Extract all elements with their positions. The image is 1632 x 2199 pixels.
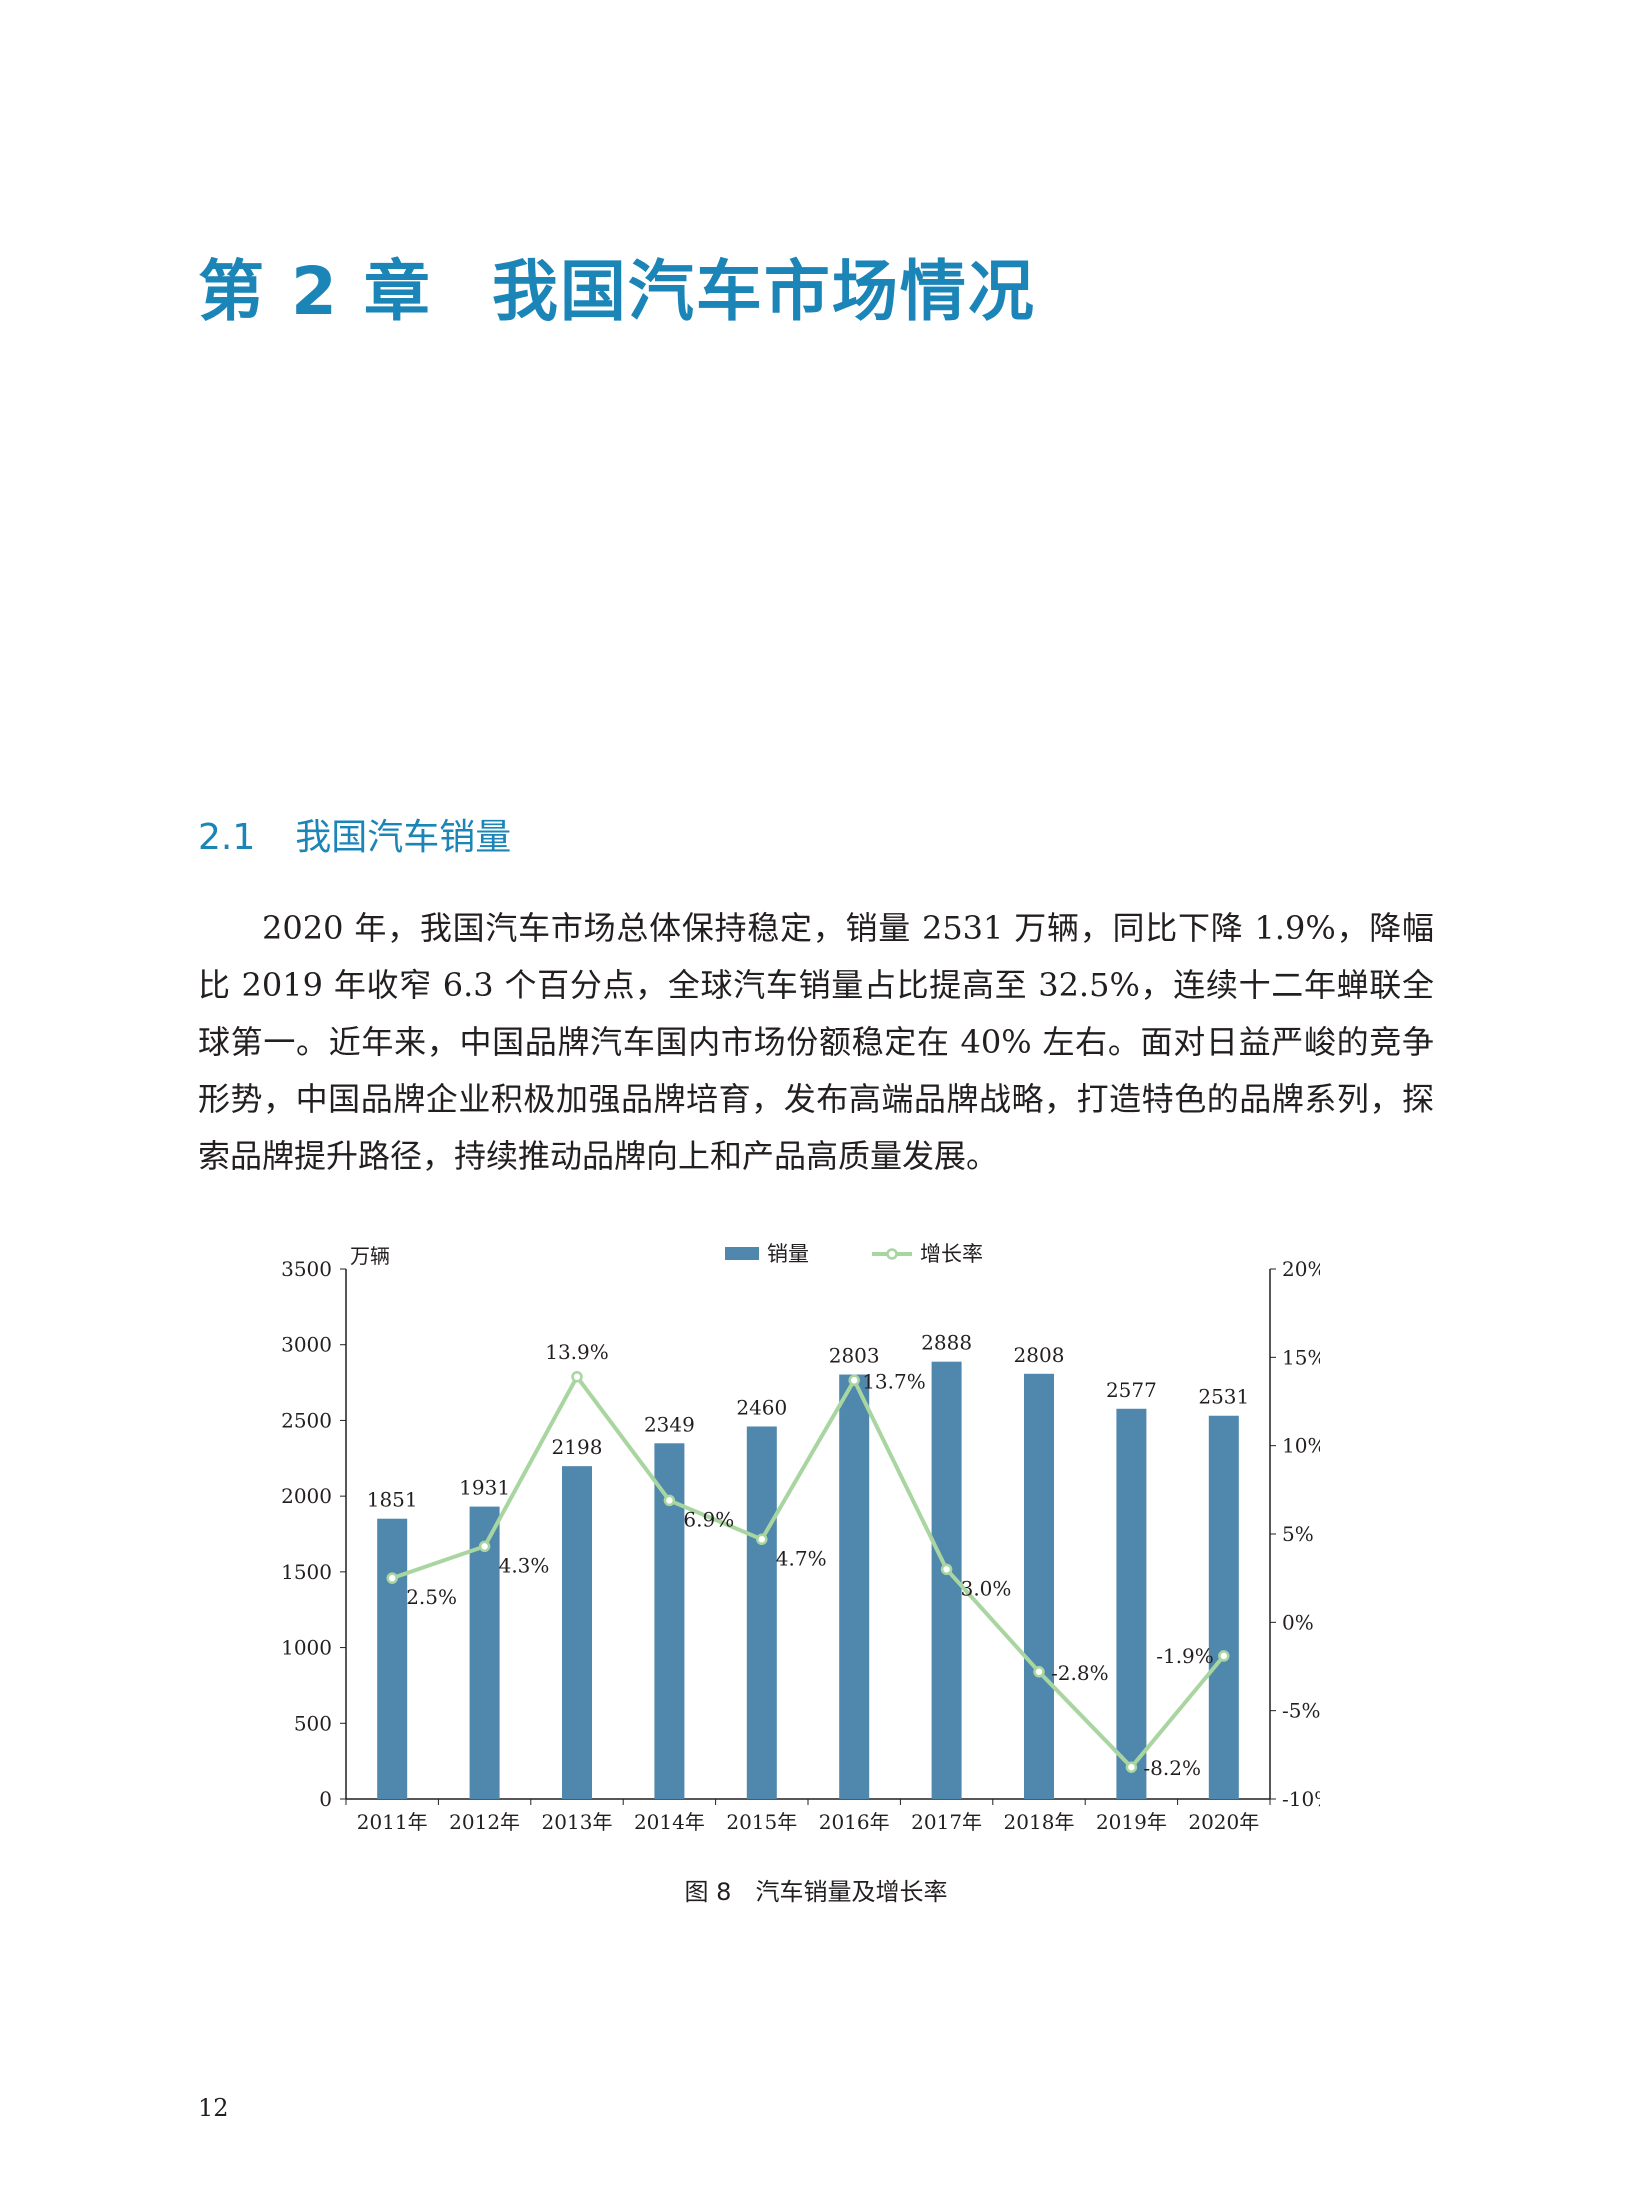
growth-rate-label: 13.9%: [545, 1340, 609, 1364]
growth-rate-label: 2.5%: [406, 1585, 457, 1609]
bar: [562, 1466, 592, 1799]
y-tick-label-left: 1000: [281, 1636, 332, 1660]
growth-rate-label: -1.9%: [1156, 1644, 1214, 1668]
chapter-number: 第 2 章: [198, 253, 432, 330]
y-tick-label-left: 500: [294, 1711, 332, 1735]
growth-rate-point: [940, 1563, 953, 1576]
growth-rate-label: 4.7%: [776, 1546, 827, 1570]
sales-growth-chart: 0 500 1000 1500 2000 2500 3000 3500 -10% -5% 0% 5% 1…: [281, 1242, 1320, 1834]
page-number: 12: [198, 2094, 229, 2122]
y-tick-label-right: 20%: [1282, 1257, 1320, 1281]
growth-rate-label: -8.2%: [1143, 1756, 1201, 1780]
bar-value-label: 2803: [829, 1344, 880, 1368]
section-name: 我国汽车销量: [295, 817, 512, 858]
x-tick-label: 2015年: [726, 1810, 797, 1834]
growth-rate-label: 3.0%: [961, 1576, 1012, 1600]
y-tick-label-left: 0: [319, 1787, 332, 1811]
bar: [746, 1426, 777, 1799]
bar: [839, 1374, 870, 1799]
growth-rate-label: 4.3%: [499, 1553, 550, 1577]
growth-rate-point: [1218, 1650, 1230, 1662]
figure-caption: 图 8 汽车销量及增长率: [0, 1872, 1632, 1907]
chapter-title: 第 2 章我国汽车市场情况: [198, 238, 1036, 334]
y-tick-label-left: 2500: [281, 1408, 332, 1432]
bar-value-label: 2349: [644, 1412, 695, 1436]
legend-label-growth: 增长率: [920, 1242, 983, 1266]
legend-label-sales: 销量: [767, 1242, 809, 1266]
y-axis-unit: 万辆: [350, 1244, 390, 1268]
y-tick-label-right: -10%: [1282, 1787, 1320, 1811]
bar-value-label: 2531: [1198, 1385, 1249, 1409]
bar-value-label: 2888: [921, 1331, 972, 1355]
y-tick-label-right: 0%: [1282, 1610, 1314, 1634]
legend-swatch-point: [886, 1248, 898, 1260]
y-tick-label-left: 3000: [281, 1333, 332, 1357]
chapter-name: 我国汽车市场情况: [491, 253, 1036, 330]
growth-rate-point: [386, 1572, 398, 1584]
x-tick-label: 2018年: [1004, 1810, 1075, 1834]
x-tick-label: 2014年: [634, 1810, 705, 1834]
y-tick-label-left: 1500: [281, 1560, 332, 1584]
bar-value-label: 2808: [1014, 1343, 1065, 1367]
y-tick-label-right: 5%: [1282, 1522, 1314, 1546]
bar: [377, 1518, 408, 1799]
body-paragraph: 2020 年，我国汽车市场总体保持稳定，销量 2531 万辆，同比下降 1.9%…: [198, 909, 1434, 1175]
bar: [469, 1506, 500, 1799]
figure-label: 图 8: [684, 1878, 732, 1906]
bar-value-label: 1851: [367, 1488, 418, 1512]
growth-rate-point: [756, 1533, 768, 1546]
section-number: 2.1: [198, 817, 256, 858]
y-tick-label-right: -5%: [1282, 1699, 1320, 1723]
x-tick-label: 2017年: [911, 1810, 982, 1834]
growth-rate-line: [391, 1374, 1226, 1770]
y-tick-label-right: 10%: [1282, 1434, 1320, 1458]
y-tick-label-left: 3500: [281, 1257, 332, 1281]
growth-rate-point: [1033, 1666, 1045, 1678]
growth-rate-label: -2.8%: [1051, 1661, 1109, 1685]
growth-rate-point: [571, 1371, 583, 1383]
bar-value-label: 1931: [459, 1476, 510, 1500]
figure-caption-text: 汽车销量及增长率: [755, 1878, 948, 1906]
x-tick-label: 2013年: [542, 1810, 613, 1834]
growth-rate-point: [663, 1494, 676, 1507]
growth-rate-label: 13.7%: [862, 1369, 926, 1393]
bar: [1116, 1408, 1147, 1799]
growth-rate-label: 6.9%: [683, 1507, 734, 1531]
growth-rate-point: [1125, 1761, 1138, 1773]
bar: [1208, 1415, 1239, 1799]
growth-rate-point: [478, 1540, 491, 1553]
bar: [1024, 1373, 1054, 1799]
x-tick-label: 2011年: [357, 1810, 428, 1834]
x-tick-label: 2019年: [1096, 1810, 1167, 1834]
bar-value-label: 2460: [736, 1395, 787, 1419]
x-tick-label: 2012年: [449, 1810, 520, 1834]
bar-value-label: 2577: [1106, 1378, 1157, 1402]
growth-rate-point: [848, 1374, 860, 1387]
x-tick-label: 2016年: [819, 1810, 890, 1834]
x-tick-label: 2020年: [1188, 1810, 1259, 1834]
section-title: 2.1 我国汽车销量: [198, 808, 511, 860]
bar-value-label: 2198: [552, 1435, 603, 1459]
legend-swatch-bar: [725, 1247, 759, 1260]
y-tick-label-left: 2000: [281, 1484, 332, 1508]
y-tick-label-right: 15%: [1282, 1345, 1320, 1369]
